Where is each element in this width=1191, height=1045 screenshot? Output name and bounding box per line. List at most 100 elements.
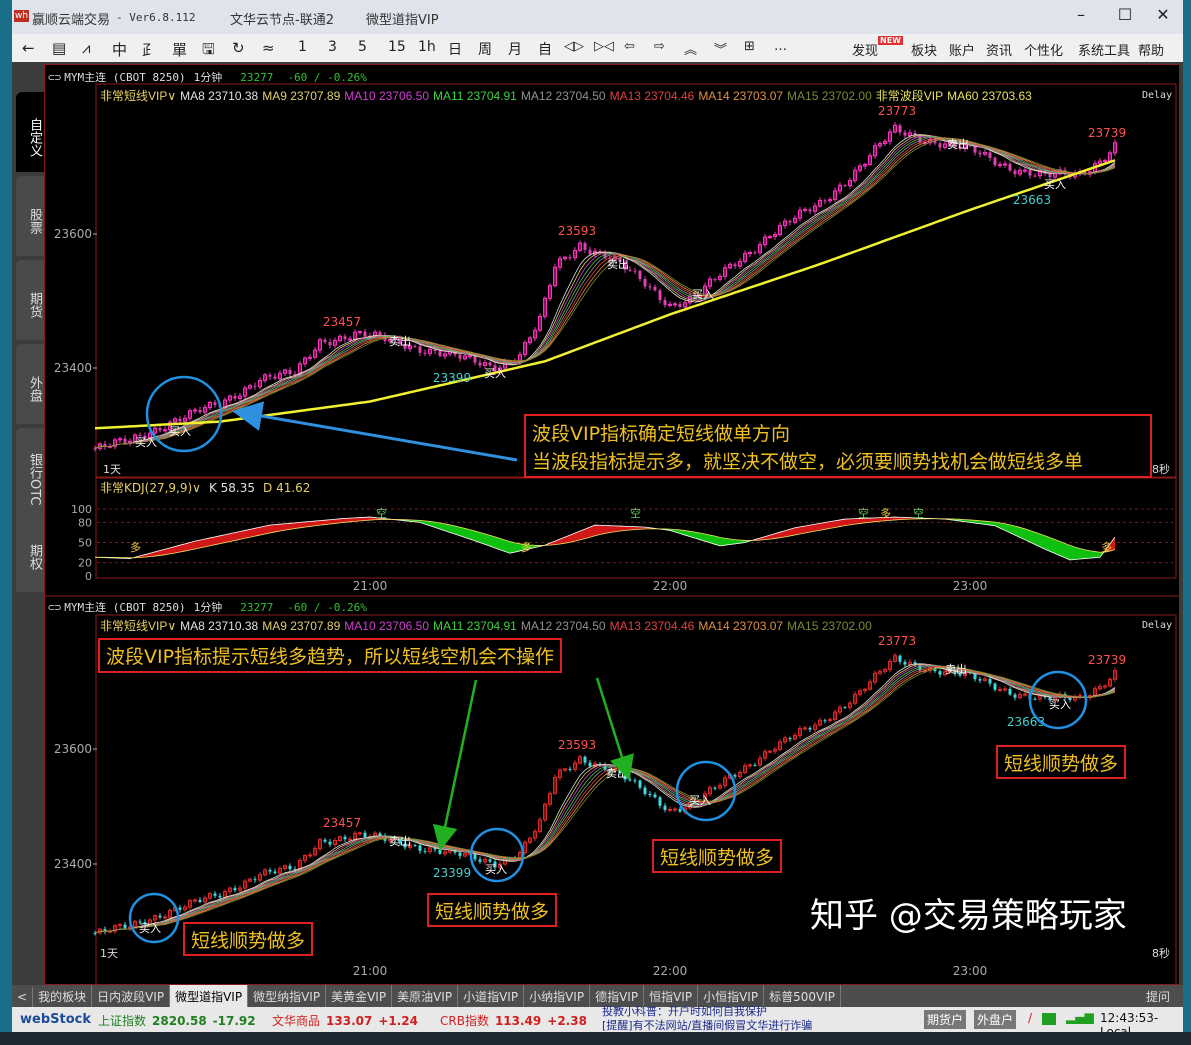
contract-tab-7[interactable]: 小道指VIP [458,985,525,1007]
candle-body [758,757,762,766]
candle-body [1008,163,1012,171]
period-select[interactable]: 1分钟 [193,71,223,84]
side-tab-0[interactable]: 自定义 [16,92,44,172]
period-button-自[interactable]: 自 [538,42,552,58]
back-arrow-icon[interactable]: ← [22,39,35,57]
line-chart-icon[interactable]: ⩘ [82,39,91,57]
period-button-1[interactable]: 1 [298,39,307,55]
side-tab-5[interactable]: 期权 [16,512,44,592]
side-tab-3[interactable]: 外盘 [16,344,44,424]
candle-body [568,257,572,259]
period-button-日[interactable]: 日 [448,42,462,58]
menu-6[interactable]: 帮助 [1138,44,1165,59]
menu-2[interactable]: 账户 [949,44,976,59]
menu-4[interactable]: 个性化 [1024,44,1064,59]
candle-body [123,924,127,929]
contract-tab-12[interactable]: 标普500VIP [764,985,841,1007]
period-button-15[interactable]: 15 [388,39,406,55]
menu-1[interactable]: 板块 [911,44,938,59]
side-tab-4[interactable]: 银行OTC [16,428,44,520]
candle-body [953,669,957,674]
more-icon[interactable]: … [774,39,787,54]
menu-5[interactable]: 系统工具 [1078,44,1131,59]
ma-legend-item[interactable]: 非常短线VIP∨ [100,89,177,103]
candlestick-icon[interactable]: 中 [112,41,128,59]
kdj-fill [825,521,830,530]
order-icon[interactable]: 單 [172,41,188,59]
ma9-line [94,134,1116,449]
index-quote[interactable]: 上证指数 2820.58 -17.92 [98,1012,256,1029]
period-button-5[interactable]: 5 [358,39,367,55]
candle-body [628,269,632,271]
save-icon[interactable]: 🖫 [202,40,215,58]
zoom-out-icon[interactable]: ▷◁ [594,39,614,54]
contract-tab-6[interactable]: 美原油VIP [392,985,459,1007]
futures-account-button[interactable]: 期货户 [924,1010,967,1029]
period-select[interactable]: 1分钟 [193,601,223,614]
side-tab-1[interactable]: 股票 [16,176,44,256]
menu-0[interactable]: 发现 [852,44,879,59]
candle-body [673,303,677,306]
candle-body [898,655,902,662]
contract-tab-2[interactable]: 日内波段VIP [92,985,171,1007]
ma9-line [94,663,1116,934]
green-arrow [432,679,478,851]
period-button-周[interactable]: 周 [478,42,492,58]
candle-body [853,693,857,704]
index-name: 上证指数 [98,1014,147,1028]
menu-3[interactable]: 资讯 [986,44,1013,59]
candle-body [403,344,407,349]
kdj-d-line [94,518,1116,559]
app-logo-icon: wh [14,10,30,22]
annotation-line-2: 当波段指标提示多，就坚决不做空，必须要顺势找机会做短线多单 [532,451,1084,473]
scroll-right-icon[interactable]: ⇨ [654,39,665,54]
refresh-icon[interactable]: ↻ [232,39,245,57]
kdj-fill [520,543,525,551]
scroll-left-icon[interactable]: ⇦ [624,39,635,54]
layout-icon[interactable]: ⊞ [744,39,755,54]
contract-tab-8[interactable]: 小纳指VIP [524,985,591,1007]
ma-legend-item[interactable]: 非常短线VIP∨ [100,619,177,633]
contract-tab-9[interactable]: 德指VIP [590,985,645,1007]
contract-tab-11[interactable]: 小恒指VIP [698,985,765,1007]
period-button-1h[interactable]: 1h [418,39,436,55]
kdj-fill [875,517,880,522]
period-button-3[interactable]: 3 [328,39,337,55]
list-icon[interactable]: ▤ [52,39,67,57]
period-button-月[interactable]: 月 [508,42,522,58]
candle-body [253,879,257,881]
contract-tab-3[interactable]: 微型道指VIP [170,985,249,1007]
news-ticker-2[interactable]: [提醒]有不法网站/直播间假冒文华进行诈骗 [602,1019,813,1032]
kdj-fill [215,535,220,545]
candle-body [633,780,637,782]
down-icon[interactable]: ︾ [714,43,728,58]
candle-body [973,672,977,680]
contract-tab-1[interactable]: 我的板块 [33,985,93,1007]
y-tick-label: 23600 [54,227,92,241]
minimize-button[interactable]: – [1077,5,1085,24]
kdj-label[interactable]: 非常KDJ(27,9,9)∨ [100,481,201,495]
contract-tab-0[interactable]: < [12,987,34,1007]
kdj-fill [810,524,815,533]
candle-body [293,374,297,376]
index-quote[interactable]: 文华商品 133.07 +1.24 [272,1012,418,1029]
foreign-account-button[interactable]: 外盘户 [974,1010,1017,1029]
index-quote[interactable]: CRB指数 113.49 +2.38 [440,1012,587,1029]
ask-button[interactable]: 提问 [1140,985,1175,1007]
close-button[interactable]: ✕ [1156,5,1170,24]
up-icon[interactable]: ︽ [684,43,698,58]
contract-tab-5[interactable]: 美黄金VIP [326,985,393,1007]
ma-legend-item: MA8 23710.38 [180,619,259,633]
news-ticker-1[interactable]: 投教小科普：开户时如何自我保护 [602,1005,767,1018]
kdj-fill [235,531,240,541]
maximize-button[interactable]: ☐ [1117,5,1133,24]
contract-tab-10[interactable]: 恒指VIP [644,985,699,1007]
contract-tab-4[interactable]: 微型纳指VIP [248,985,327,1007]
side-tab-2[interactable]: 期货 [16,260,44,340]
draw-icon[interactable]: ⺪ [142,41,158,59]
candle-body [1033,698,1037,700]
symbol-name: MYM主连 (CBOT 8250) [64,71,186,84]
zoom-in-icon[interactable]: ◁▷ [564,39,584,54]
indicator-icon[interactable]: ≈ [262,39,275,57]
